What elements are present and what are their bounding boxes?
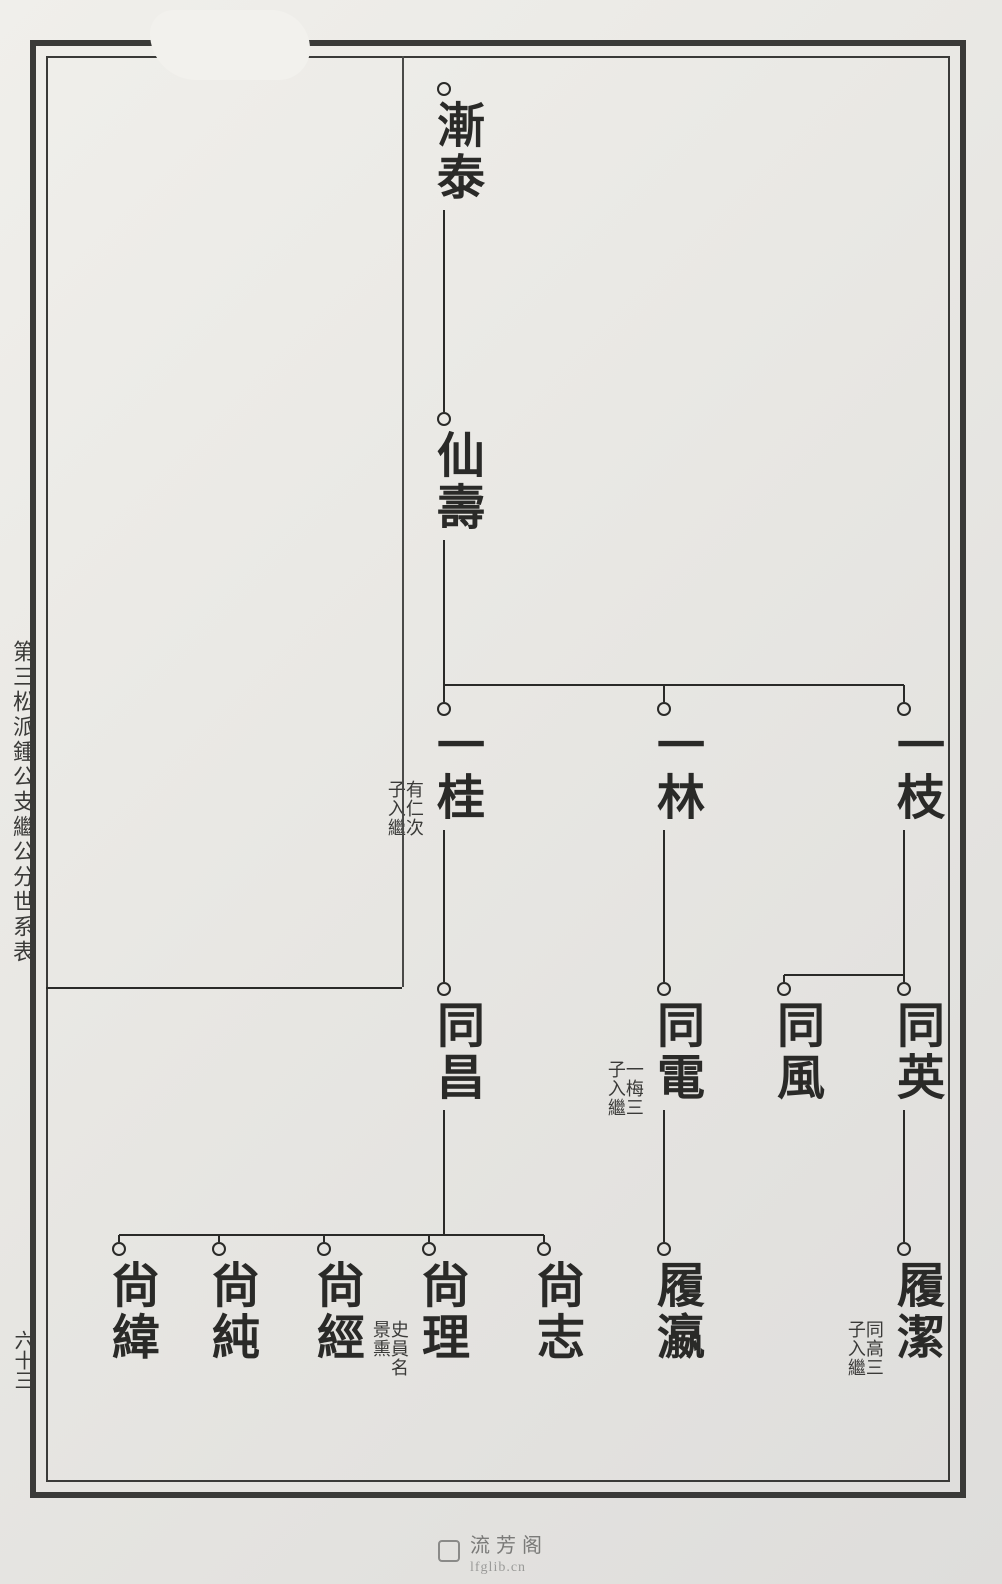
edge-stem [443,1110,445,1235]
tree-node-marker [777,982,791,996]
tree-node-marker [437,82,451,96]
column-divider [402,56,404,987]
tree-node: 漸泰 [420,100,490,204]
edge-horizontal [784,974,904,976]
edge-drop [118,1235,120,1242]
edge-horizontal [119,1234,544,1236]
row-divider [46,987,402,989]
edge-drop [783,975,785,982]
edge-vertical [443,210,445,412]
tree-node: 尙緯 [95,1260,165,1364]
tree-node-marker [897,702,911,716]
tree-node-marker [437,702,451,716]
edge-drop [663,685,665,702]
edge-drop [428,1235,430,1242]
edge-vertical [903,1110,905,1242]
tree-node-marker [112,1242,126,1256]
edge-drop [543,1235,545,1242]
tree-node: 同風 [760,1000,830,1104]
tree-node: 一桂 [420,720,490,824]
tree-node-note: 同高三 [864,1320,883,1377]
tree-node: 仙壽 [420,430,490,534]
edge-drop [218,1235,220,1242]
page-number: 六十三 [8,1330,37,1390]
tree-node-note: 景熏 [371,1320,390,1358]
tree-node: 同英 [880,1000,950,1104]
edge-drop [903,685,905,702]
tree-node-marker [422,1242,436,1256]
watermark-icon [438,1540,460,1562]
tree-node-marker [897,982,911,996]
edge-drop [323,1235,325,1242]
tree-node: 一枝 [880,720,950,824]
tree-node-marker [317,1242,331,1256]
tree-node: 同昌 [420,1000,490,1104]
tree-node: 尙經 [300,1260,370,1364]
tree-node: 履瀛 [640,1260,710,1364]
tree-node: 一林 [640,720,710,824]
edge-horizontal [444,684,904,686]
tree-node: 尙理 [405,1260,475,1364]
tree-node-note: 史員名 [389,1320,408,1377]
tree-node-note: 子入繼 [846,1320,865,1377]
edge-vertical [663,830,665,982]
watermark-label: 流芳阁 [470,1529,548,1558]
tree-node-note: 有仁次 [404,780,423,837]
edge-drop [443,685,445,702]
spine-subtitle: 第三松派鍾公支繼公分世系表 [6,640,38,965]
tree-node-marker [657,702,671,716]
tree-node: 尙志 [520,1260,590,1364]
edge-drop [903,975,905,982]
tree-node-marker [437,412,451,426]
tree-node: 履潔 [880,1260,950,1364]
tree-node-note: 一梅三 [624,1060,643,1117]
tree-node-marker [657,982,671,996]
edge-vertical [443,830,445,982]
edge-vertical [663,1110,665,1242]
genealogy-tree: 漸泰仙壽一枝一林一桂有仁次子入繼同英同風同電一梅三子入繼同昌履潔同高三子入繼履瀛… [0,0,1002,1584]
tree-node-marker [437,982,451,996]
tree-node-marker [657,1242,671,1256]
tree-node-marker [897,1242,911,1256]
tree-node-marker [212,1242,226,1256]
tree-node-note: 子入繼 [606,1060,625,1117]
watermark-url: lfglib.cn [470,1560,526,1576]
edge-stem [903,830,905,975]
edge-stem [443,540,445,685]
tree-node-marker [537,1242,551,1256]
tree-node: 尙純 [195,1260,265,1364]
tree-node: 同電 [640,1000,710,1104]
